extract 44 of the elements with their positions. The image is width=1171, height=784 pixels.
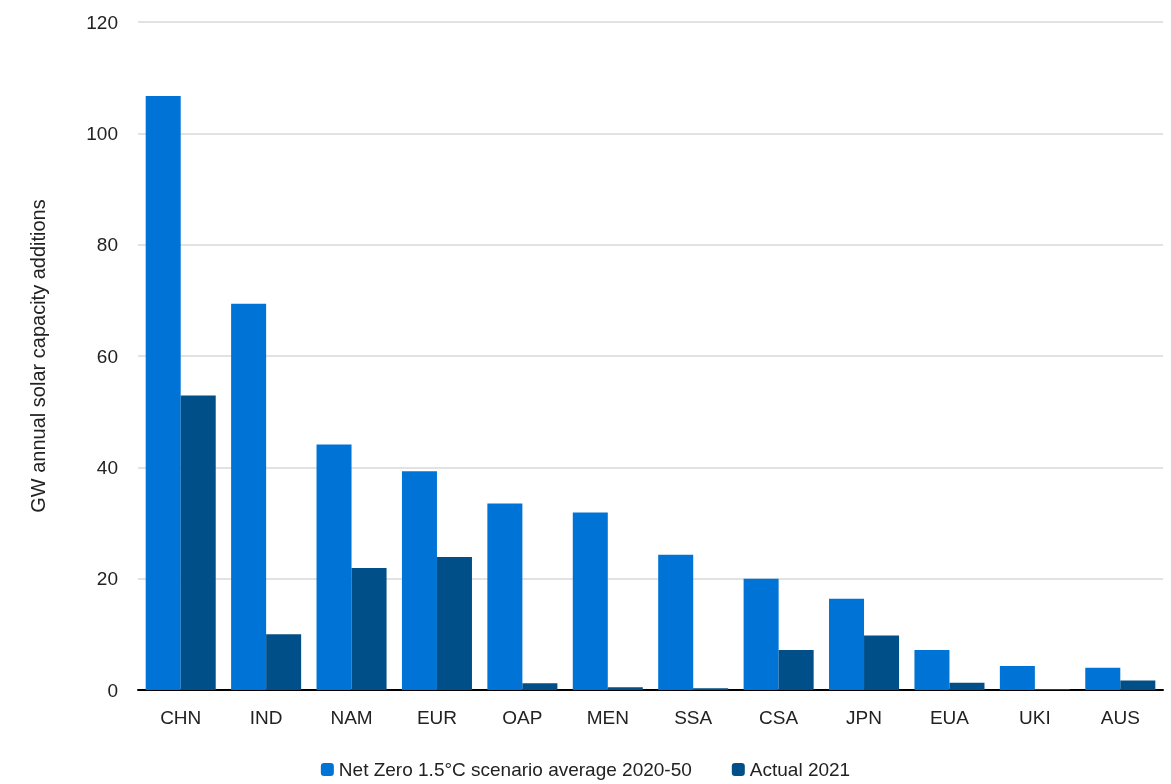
bar xyxy=(829,598,865,690)
bar xyxy=(401,471,437,690)
x-tick-label: MEN xyxy=(586,707,629,728)
bar xyxy=(436,556,472,690)
bar xyxy=(180,395,216,690)
y-tick-label: 120 xyxy=(86,11,118,33)
x-tick-label: NAM xyxy=(330,707,373,728)
bar xyxy=(999,666,1035,690)
bar xyxy=(145,96,181,690)
x-tick-label: OAP xyxy=(502,707,543,728)
x-tick-label: JPN xyxy=(846,707,882,728)
legend-label: Actual 2021 xyxy=(749,759,851,780)
y-tick-label: 100 xyxy=(86,122,118,144)
bar xyxy=(914,649,950,690)
x-tick-label: CHN xyxy=(160,707,202,728)
x-tick-label: EUA xyxy=(929,707,970,728)
x-tick-label: UKI xyxy=(1019,707,1051,728)
bar xyxy=(743,578,779,690)
x-tick-label: IND xyxy=(249,707,283,728)
bar xyxy=(1120,680,1156,690)
bar xyxy=(266,634,302,690)
bar xyxy=(1085,667,1121,690)
y-tick-label: 80 xyxy=(96,234,118,256)
y-tick-label: 0 xyxy=(107,679,118,701)
bar xyxy=(778,649,814,690)
bar xyxy=(487,503,523,690)
bar xyxy=(572,512,608,690)
x-tick-label: SSA xyxy=(674,707,713,728)
bar xyxy=(522,683,558,690)
x-tick-label: EUR xyxy=(416,707,458,728)
bar xyxy=(949,682,985,690)
bar xyxy=(658,554,694,690)
bar xyxy=(316,444,352,690)
bar xyxy=(351,568,387,690)
y-tick-label: 40 xyxy=(96,456,118,478)
bar xyxy=(231,303,267,690)
y-tick-label: 60 xyxy=(96,345,118,367)
legend-label: Net Zero 1.5°C scenario average 2020-50 xyxy=(338,759,692,780)
bar xyxy=(864,635,900,690)
bar xyxy=(607,687,643,690)
y-axis-title: GW annual solar capacity additions xyxy=(27,199,49,513)
y-tick-label: 20 xyxy=(96,568,118,590)
x-tick-label: CSA xyxy=(759,707,799,728)
x-tick-label: AUS xyxy=(1100,707,1140,728)
